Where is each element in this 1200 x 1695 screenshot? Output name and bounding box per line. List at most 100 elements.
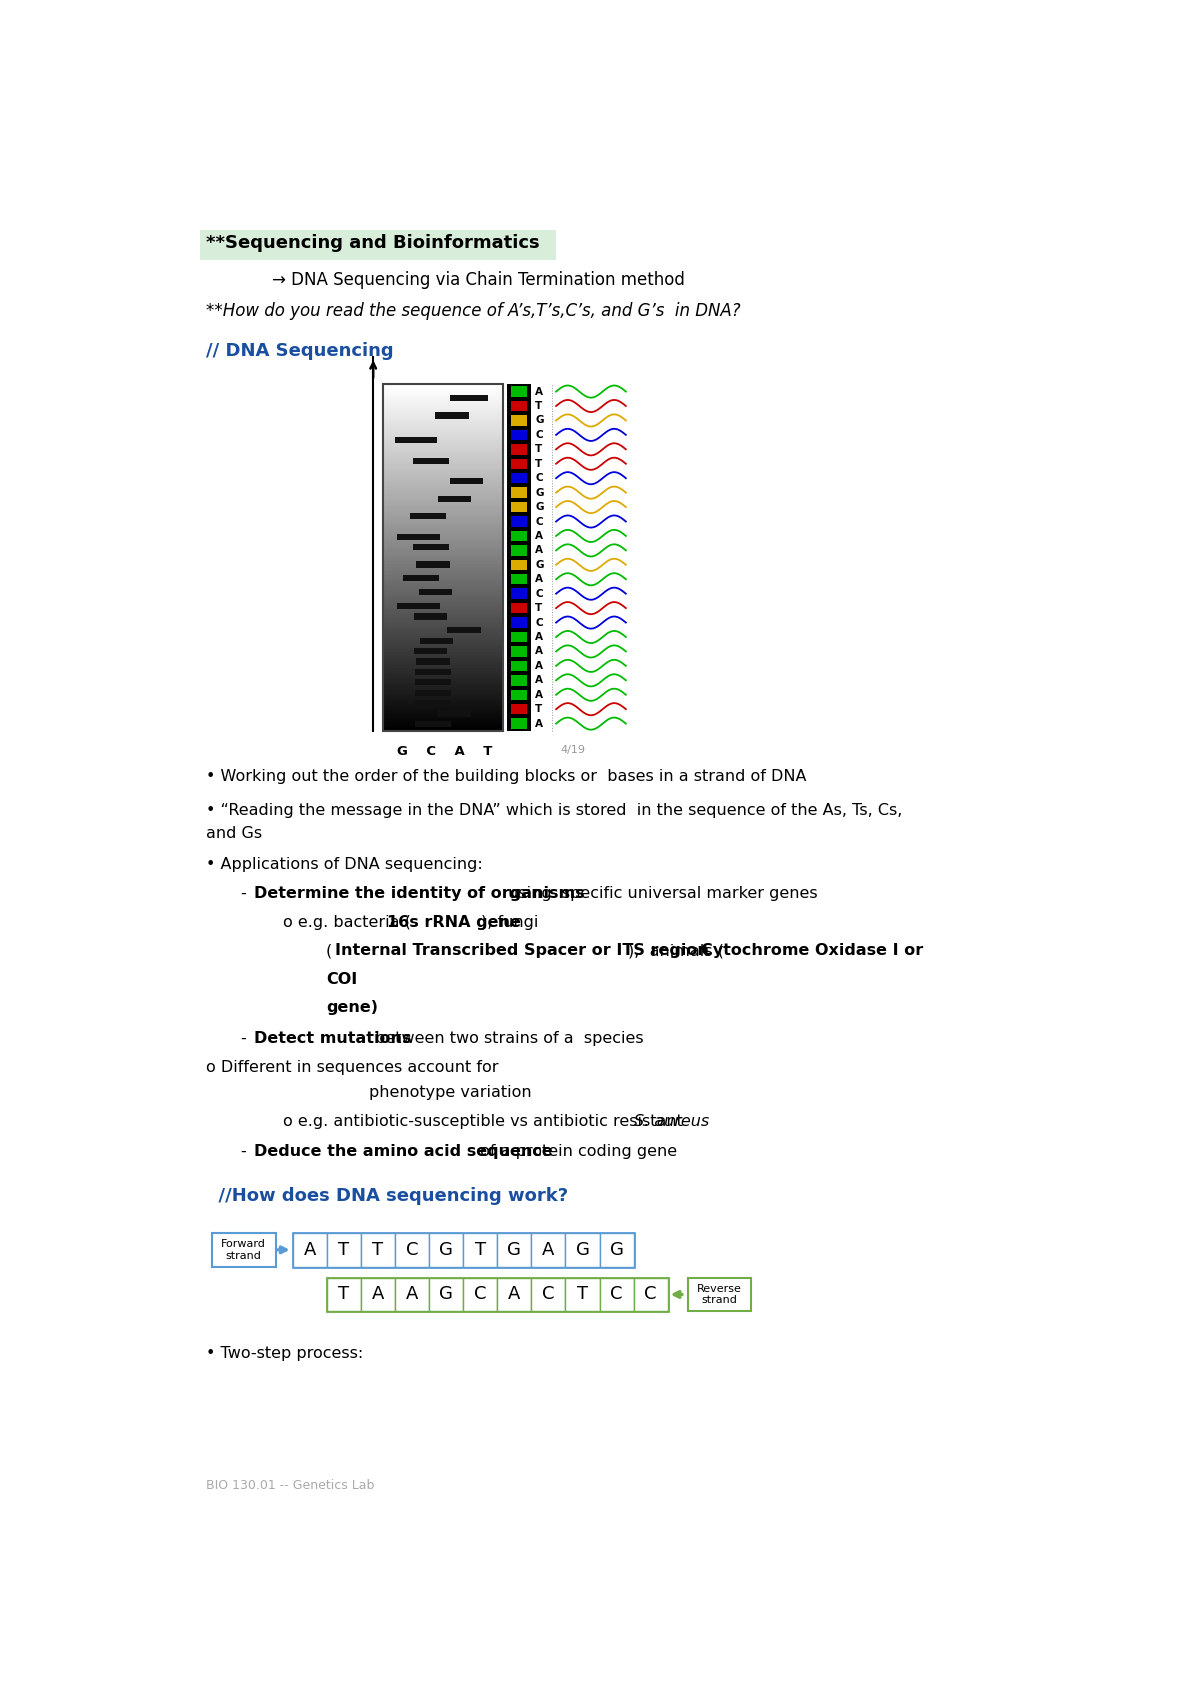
Bar [326,1278,667,1312]
Text: gene): gene) [326,1000,378,1015]
Bar [510,546,527,556]
Bar [395,437,437,442]
Bar [415,680,451,685]
Text: T: T [338,1241,349,1259]
Bar [532,1278,565,1312]
Text: C: C [406,1241,419,1259]
Text: C: C [535,473,542,483]
Text: Determine the identity of organisms: Determine the identity of organisms [254,886,584,902]
Text: T: T [474,1241,486,1259]
Text: G    C    A    T: G C A T [397,744,492,758]
Text: C: C [644,1285,656,1303]
Bar [415,670,451,675]
Bar [463,1278,497,1312]
Bar [326,1278,361,1312]
Text: A: A [372,1285,384,1303]
Text: A: A [535,646,544,656]
Text: 16s rRNA gene: 16s rRNA gene [386,915,521,931]
Bar [414,614,448,620]
Bar [395,1232,430,1266]
Bar [510,517,527,527]
Bar [326,1232,361,1266]
Bar [600,1232,634,1266]
Bar [463,1232,497,1266]
Bar [510,617,527,627]
Text: C: C [535,517,542,527]
Bar [436,412,469,419]
Text: C: C [535,617,542,627]
Text: A: A [508,1285,521,1303]
FancyBboxPatch shape [199,229,556,261]
Text: A: A [535,531,544,541]
Bar [510,415,527,425]
Text: COI: COI [326,971,358,986]
Text: using  specific universal marker genes: using specific universal marker genes [504,886,818,902]
Bar [293,1232,326,1266]
Text: T: T [577,1285,588,1303]
Text: G: G [508,1241,521,1259]
Text: G: G [535,415,544,425]
Bar [413,458,449,464]
Bar [510,488,527,498]
Bar [510,690,527,700]
FancyBboxPatch shape [688,1278,751,1312]
Text: T: T [372,1241,384,1259]
Bar [510,531,527,541]
Bar [510,703,527,714]
Bar [508,385,530,731]
Text: T: T [338,1285,349,1303]
Text: of a protein coding gene: of a protein coding gene [475,1144,677,1159]
Bar [510,588,527,598]
Text: C: C [542,1285,554,1303]
Text: **Sequencing and Bioinformatics: **Sequencing and Bioinformatics [206,234,540,253]
Bar [415,700,451,707]
Text: T: T [535,459,542,470]
Bar [510,675,527,685]
Bar [416,561,450,568]
FancyBboxPatch shape [212,1232,276,1266]
Text: ),  animals (: ), animals ( [628,944,724,958]
Text: G: G [535,488,544,498]
Text: // DNA Sequencing: // DNA Sequencing [206,342,394,359]
Bar [383,385,503,731]
Bar [510,502,527,512]
Text: T: T [535,402,542,410]
Text: A: A [535,719,544,729]
Text: A: A [535,386,544,397]
Text: 4/19: 4/19 [560,744,584,754]
Text: G: G [439,1285,452,1303]
Text: C: C [535,588,542,598]
Bar [430,1232,463,1266]
Text: Detect mutations: Detect mutations [254,1031,412,1046]
Text: -: - [241,1031,252,1046]
Bar [510,400,527,412]
Bar [361,1278,395,1312]
Bar [510,646,527,656]
Bar [450,395,488,402]
Bar [510,661,527,671]
Text: o e.g. bacteria (: o e.g. bacteria ( [283,915,412,931]
Bar [419,590,452,595]
Bar [510,431,527,441]
Text: and Gs: and Gs [206,827,262,841]
Bar [510,632,527,642]
Text: • “Reading the message in the DNA” which is stored  in the sequence of the As, T: • “Reading the message in the DNA” which… [206,803,902,819]
Text: phenotype variation: phenotype variation [368,1085,532,1100]
Bar [510,575,527,585]
Bar [438,495,472,502]
Text: //How does DNA sequencing work?: //How does DNA sequencing work? [206,1186,568,1205]
Text: Cytochrome Oxidase I or: Cytochrome Oxidase I or [701,944,923,958]
Bar [397,534,440,541]
Text: G: G [576,1241,589,1259]
Text: C: C [474,1285,486,1303]
Bar [430,1278,463,1312]
Text: (: ( [326,944,332,958]
Text: A: A [535,690,544,700]
Bar [450,478,484,485]
Bar [420,637,454,644]
Text: → DNA Sequencing via Chain Termination method: → DNA Sequencing via Chain Termination m… [271,271,684,290]
Bar [438,710,472,717]
Bar [361,1232,395,1266]
Text: Deduce the amino acid sequence: Deduce the amino acid sequence [254,1144,553,1159]
Bar [415,690,451,697]
